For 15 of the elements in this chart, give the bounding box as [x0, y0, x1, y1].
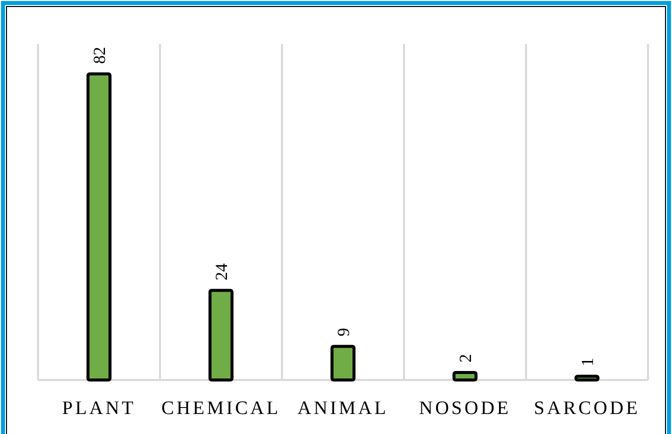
data-label: 2: [456, 354, 475, 363]
bar: [86, 72, 112, 382]
x-tick-label: SARCODE: [534, 398, 640, 419]
data-label: 24: [212, 262, 231, 280]
x-tick-label: ANIMAL: [298, 398, 388, 419]
x-tick-label: NOSODE: [418, 398, 512, 419]
bar: [330, 344, 356, 382]
x-tick-label: CHEMICAL: [161, 398, 281, 419]
data-label: 1: [578, 358, 597, 366]
data-label: 9: [334, 328, 353, 336]
data-label: 82: [90, 46, 109, 64]
x-tick-label: PLANT: [62, 398, 136, 419]
bar: [208, 288, 234, 382]
bar: [452, 371, 478, 382]
bar: [574, 374, 600, 382]
